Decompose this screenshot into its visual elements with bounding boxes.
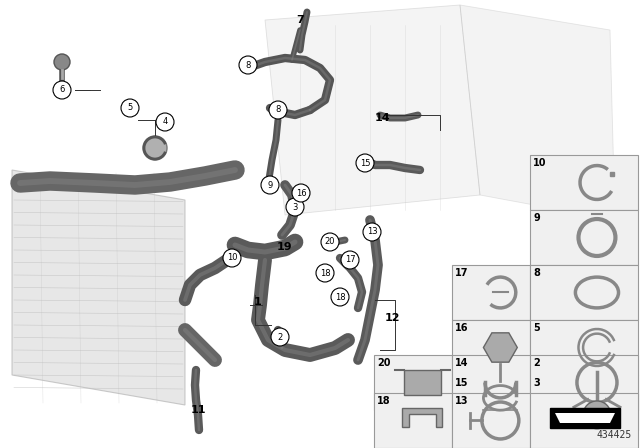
Bar	[452, 355, 530, 410]
Polygon shape	[403, 408, 442, 426]
Text: 18: 18	[377, 396, 390, 406]
Text: 14: 14	[455, 358, 468, 368]
Text: 18: 18	[320, 268, 330, 277]
Text: 3: 3	[292, 202, 298, 211]
Text: 6: 6	[60, 86, 65, 95]
Text: 14: 14	[375, 113, 391, 123]
Text: 8: 8	[275, 105, 281, 115]
Text: 15: 15	[455, 378, 468, 388]
Text: 9: 9	[533, 213, 540, 223]
Text: 8: 8	[245, 60, 251, 69]
Polygon shape	[483, 333, 517, 362]
Polygon shape	[265, 5, 480, 215]
Text: 16: 16	[296, 189, 307, 198]
Bar	[530, 265, 638, 320]
Polygon shape	[550, 408, 620, 428]
Circle shape	[341, 251, 359, 269]
Text: 2: 2	[277, 332, 283, 341]
Bar	[374, 393, 452, 448]
Circle shape	[121, 99, 139, 117]
Bar	[452, 393, 530, 448]
Bar	[530, 155, 638, 210]
Text: 1: 1	[254, 297, 262, 307]
Text: 434425: 434425	[596, 430, 632, 440]
Circle shape	[53, 81, 71, 99]
Circle shape	[271, 328, 289, 346]
Text: 3: 3	[533, 378, 540, 388]
Text: 10: 10	[533, 158, 547, 168]
Text: 20: 20	[324, 237, 335, 246]
Circle shape	[363, 223, 381, 241]
Circle shape	[356, 154, 374, 172]
Text: 11: 11	[190, 405, 205, 415]
Circle shape	[583, 401, 611, 429]
Circle shape	[316, 264, 334, 282]
Bar	[452, 320, 530, 375]
Circle shape	[54, 54, 70, 70]
Text: 5: 5	[127, 103, 132, 112]
Circle shape	[331, 288, 349, 306]
Text: 9: 9	[268, 181, 273, 190]
Polygon shape	[460, 5, 615, 220]
Circle shape	[286, 198, 304, 216]
Text: 4: 4	[163, 117, 168, 126]
Text: 7: 7	[296, 15, 304, 25]
Text: 17: 17	[345, 255, 355, 264]
Text: 8: 8	[533, 268, 540, 278]
Polygon shape	[555, 413, 615, 423]
Text: 20: 20	[377, 358, 390, 368]
Bar	[530, 210, 638, 265]
Circle shape	[223, 249, 241, 267]
Text: 15: 15	[360, 159, 371, 168]
Text: 17: 17	[455, 268, 468, 278]
Bar	[452, 375, 530, 430]
Bar	[530, 393, 638, 448]
Text: 10: 10	[227, 254, 237, 263]
Text: 18: 18	[335, 293, 346, 302]
Circle shape	[292, 184, 310, 202]
Polygon shape	[12, 170, 185, 405]
Bar	[530, 355, 638, 410]
Circle shape	[156, 113, 174, 131]
Text: 12: 12	[384, 313, 400, 323]
Circle shape	[261, 176, 279, 194]
Circle shape	[321, 233, 339, 251]
Text: 5: 5	[533, 323, 540, 333]
Text: 16: 16	[455, 323, 468, 333]
Text: 19: 19	[276, 242, 292, 252]
Bar	[404, 370, 441, 395]
Bar	[452, 265, 530, 320]
Text: 13: 13	[455, 396, 468, 406]
Text: 13: 13	[367, 228, 378, 237]
Bar	[374, 355, 452, 410]
Bar	[530, 375, 638, 430]
Text: 2: 2	[533, 358, 540, 368]
Circle shape	[239, 56, 257, 74]
Bar	[530, 320, 638, 375]
Circle shape	[143, 136, 167, 160]
Circle shape	[269, 101, 287, 119]
